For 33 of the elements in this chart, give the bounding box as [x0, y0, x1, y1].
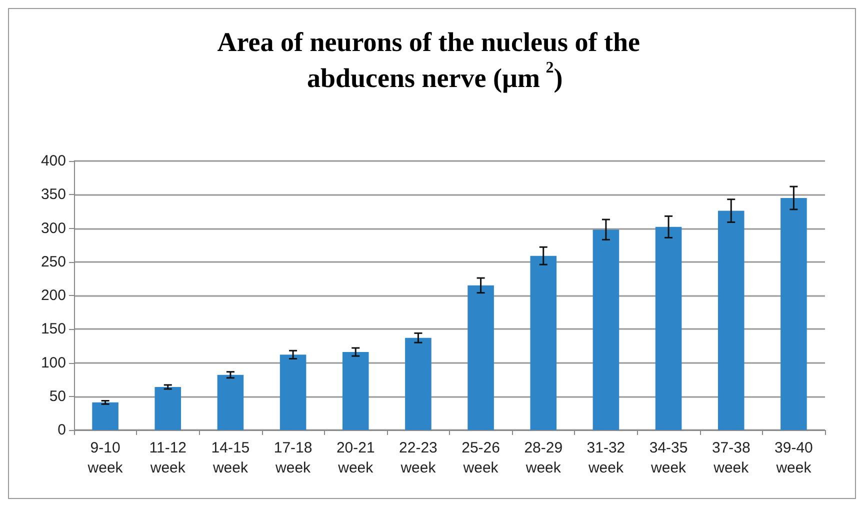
bar [405, 338, 432, 430]
bar [280, 354, 306, 430]
x-tick-label: 31-32 week [586, 440, 626, 476]
x-tick-label: 28-29 week [524, 440, 563, 476]
x-tick-label: 14-15 week [211, 440, 250, 476]
x-tick-label: 11-12 week [149, 440, 187, 476]
bar [342, 352, 369, 430]
bar [780, 198, 807, 430]
x-tick-label: 20-21 week [336, 440, 375, 476]
x-tick-label: 37-38 week [712, 440, 750, 476]
bar [530, 256, 557, 430]
x-tick-label: 17-18 week [274, 440, 312, 476]
x-tick-label: 34-35 week [649, 440, 688, 476]
bar [217, 374, 244, 430]
y-tick-label: 0 [58, 422, 66, 438]
bar [92, 402, 118, 430]
y-tick-label: 100 [40, 354, 66, 372]
bar [592, 230, 620, 430]
bar [718, 210, 744, 430]
x-tick-label: 22-23 week [399, 440, 438, 476]
y-tick-label: 400 [40, 152, 66, 170]
x-tick-label: 25-26 week [462, 440, 500, 476]
bar [655, 226, 682, 430]
y-tick-label: 350 [40, 186, 66, 204]
y-tick-label: 250 [40, 253, 66, 270]
y-tick-label: 300 [40, 220, 66, 237]
bar [154, 386, 182, 430]
bar [468, 285, 494, 430]
y-tick-label: 150 [40, 320, 66, 338]
y-tick-label: 200 [40, 287, 66, 304]
x-tick-label: 39-40 week [774, 440, 813, 476]
y-tick-label: 50 [49, 388, 66, 405]
x-tick-label: 9-10 week [86, 440, 124, 476]
